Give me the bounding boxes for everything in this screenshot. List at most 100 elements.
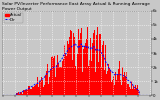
Bar <box>60 67 61 95</box>
Bar <box>81 28 82 95</box>
Bar <box>107 71 108 95</box>
Bar <box>33 87 34 95</box>
Bar <box>46 71 47 95</box>
Bar <box>79 40 80 95</box>
Bar <box>121 85 122 95</box>
Bar <box>116 80 117 95</box>
Bar <box>136 88 137 95</box>
Bar <box>102 45 103 95</box>
Bar <box>37 77 38 95</box>
Bar <box>92 43 93 95</box>
Bar <box>138 90 139 95</box>
Bar <box>65 54 66 95</box>
Bar <box>98 62 99 95</box>
Bar <box>135 86 136 95</box>
Bar <box>97 27 98 95</box>
Bar <box>43 87 44 95</box>
Bar <box>51 57 52 95</box>
Bar <box>20 92 21 95</box>
Bar <box>21 92 22 95</box>
Bar <box>23 90 24 95</box>
Bar <box>69 37 70 95</box>
Bar <box>52 56 53 95</box>
Bar <box>57 55 58 95</box>
Bar <box>93 33 94 95</box>
Bar <box>88 66 89 95</box>
Bar <box>124 71 125 95</box>
Bar <box>26 90 27 95</box>
Bar <box>86 39 87 95</box>
Bar <box>99 34 100 95</box>
Bar <box>24 90 25 95</box>
Bar <box>17 93 18 95</box>
Bar <box>19 93 20 95</box>
Bar <box>36 84 37 95</box>
Bar <box>131 81 132 95</box>
Bar <box>25 90 26 95</box>
Bar <box>126 72 127 95</box>
Bar <box>44 85 45 95</box>
Bar <box>89 60 90 95</box>
Bar <box>28 86 29 95</box>
Bar <box>74 37 75 95</box>
Bar <box>96 35 97 95</box>
Bar <box>83 49 84 95</box>
Bar <box>55 77 56 95</box>
Bar <box>34 86 35 95</box>
Bar <box>132 89 133 95</box>
Bar <box>114 85 115 95</box>
Bar <box>77 54 78 95</box>
Bar <box>128 84 129 95</box>
Bar <box>35 85 36 95</box>
Bar <box>111 82 112 95</box>
Bar <box>87 27 88 95</box>
Bar <box>91 61 92 95</box>
Bar <box>62 61 63 95</box>
Bar <box>129 87 130 95</box>
Bar <box>108 64 109 95</box>
Bar <box>70 30 71 95</box>
Bar <box>39 78 40 95</box>
Bar <box>104 70 105 95</box>
Bar <box>18 92 19 95</box>
Bar <box>80 33 81 95</box>
Bar <box>130 89 131 95</box>
Bar <box>50 69 51 95</box>
Bar <box>22 94 23 95</box>
Bar <box>105 45 106 95</box>
Bar <box>119 61 120 95</box>
Bar <box>95 72 96 95</box>
Bar <box>49 77 50 95</box>
Bar <box>109 68 110 95</box>
Bar <box>29 86 30 95</box>
Bar <box>61 67 62 95</box>
Bar <box>106 74 107 95</box>
Legend: Actual, Dir: Actual, Dir <box>4 13 23 23</box>
Bar <box>76 69 77 95</box>
Bar <box>94 30 95 95</box>
Bar <box>64 45 65 95</box>
Bar <box>42 80 43 95</box>
Bar <box>59 67 60 95</box>
Bar <box>100 34 101 95</box>
Bar <box>40 82 41 95</box>
Bar <box>113 76 114 95</box>
Bar <box>125 76 126 95</box>
Bar <box>47 64 48 95</box>
Bar <box>103 41 104 95</box>
Bar <box>68 44 69 95</box>
Bar <box>54 56 55 95</box>
Bar <box>85 43 86 95</box>
Bar <box>71 31 72 95</box>
Bar <box>122 66 123 95</box>
Bar <box>101 67 102 95</box>
Bar <box>120 80 121 95</box>
Bar <box>117 75 118 95</box>
Bar <box>45 75 46 95</box>
Bar <box>53 68 54 95</box>
Bar <box>78 29 79 95</box>
Bar <box>73 33 74 95</box>
Bar <box>127 88 128 95</box>
Bar <box>31 89 32 95</box>
Bar <box>115 72 116 95</box>
